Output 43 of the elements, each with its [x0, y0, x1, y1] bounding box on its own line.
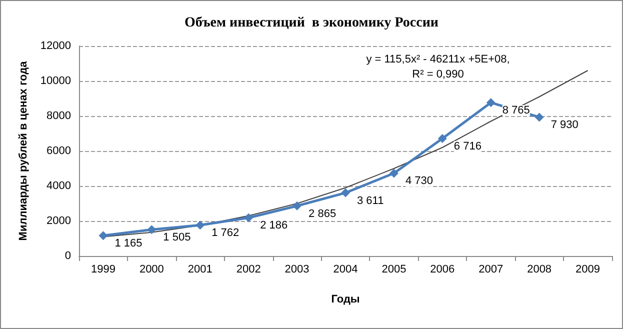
x-tick-label: 2007 [478, 264, 504, 276]
y-tick-label: 0 [64, 250, 71, 262]
y-tick-label: 2000 [46, 215, 71, 227]
x-tick-label: 2000 [139, 264, 164, 276]
x-tick-label: 2006 [430, 264, 455, 276]
data-label: 1 505 [163, 232, 191, 244]
point [196, 220, 205, 230]
point [534, 112, 544, 122]
data-label: 2 865 [308, 208, 336, 220]
point [244, 213, 254, 222]
data-label: 6 716 [454, 140, 482, 152]
data-label: 8 765 [502, 104, 530, 117]
point [486, 98, 496, 108]
annotation: y = 115,5x² - 46211x +5E+08, [366, 54, 510, 66]
data-label: 1 165 [114, 238, 142, 250]
x-tick-label: 2003 [284, 264, 310, 276]
x-axis-title: Годы [331, 294, 360, 306]
annotation: R² = 0,990 [412, 68, 464, 80]
x-tick-label: 2004 [333, 264, 358, 276]
y-axis-title: Миллиарды рублей в ценах года [18, 60, 30, 241]
y-tick-label: 12000 [40, 40, 71, 52]
data-label: 1 762 [212, 227, 240, 240]
data-label: 4 730 [405, 175, 433, 188]
y-tick-label: 4000 [46, 180, 71, 192]
chart-title: Объем инвестиций в экономику России [184, 16, 438, 30]
point [98, 231, 108, 240]
data-label: 2 186 [260, 220, 288, 232]
x-tick-label: 2001 [188, 264, 212, 276]
point [341, 188, 350, 198]
x-tick-label: 2009 [576, 264, 600, 276]
x-tick-label: 2002 [236, 264, 261, 276]
y-tick-label: 8000 [46, 110, 71, 122]
data-label: 3 611 [357, 194, 384, 207]
point [147, 225, 156, 234]
x-tick-label: 2005 [382, 264, 406, 276]
data-label: 7 930 [550, 119, 578, 132]
x-tick-label: 2008 [527, 264, 552, 276]
x-tick-label: 1999 [90, 264, 116, 276]
y-tick-label: 10000 [40, 75, 71, 87]
point [389, 168, 398, 178]
y-tick-label: 6000 [46, 145, 71, 157]
point [292, 201, 302, 210]
point [438, 134, 447, 143]
